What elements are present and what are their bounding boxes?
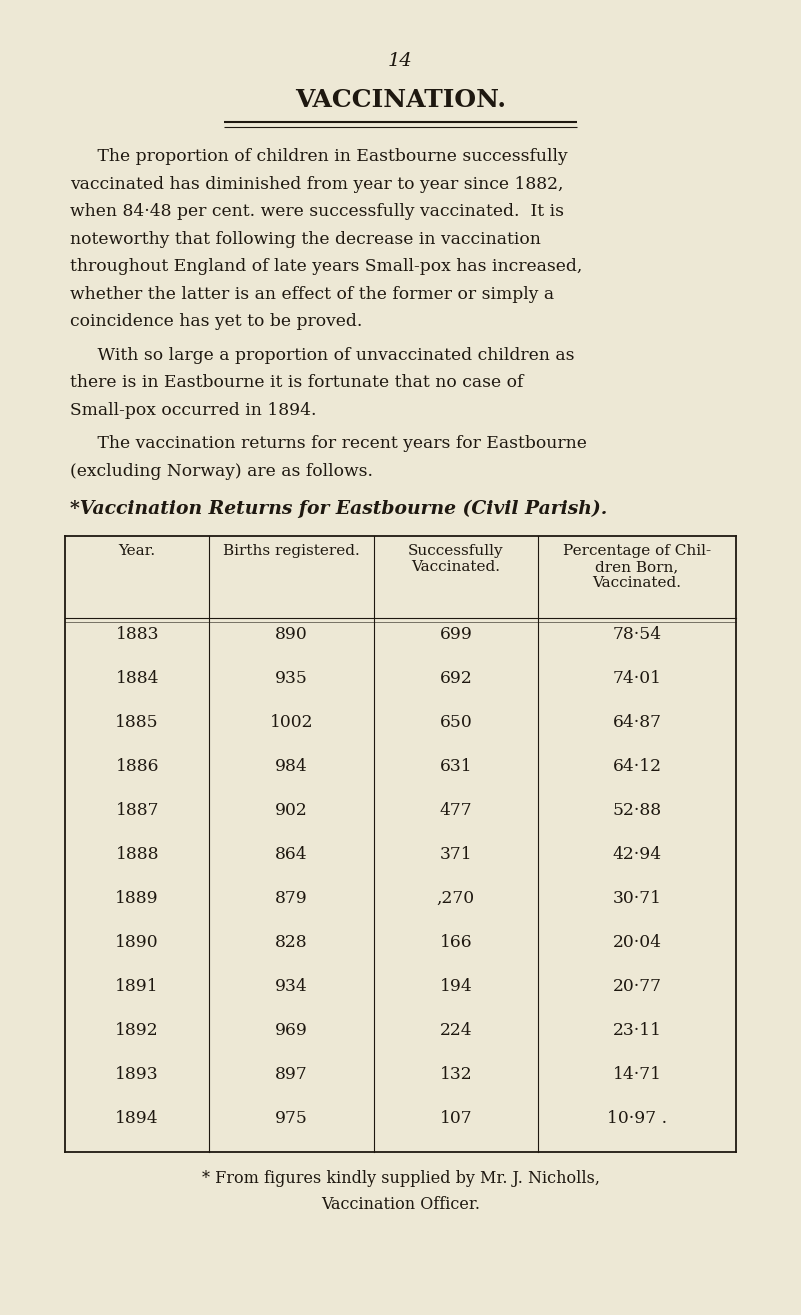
Text: 890: 890: [275, 626, 308, 643]
Text: 64·12: 64·12: [613, 757, 662, 775]
Text: 224: 224: [440, 1022, 472, 1039]
Text: 1885: 1885: [115, 714, 159, 731]
Text: Births registered.: Births registered.: [223, 544, 360, 558]
Text: 42·94: 42·94: [613, 846, 662, 863]
Text: 1884: 1884: [115, 671, 159, 686]
Text: 14: 14: [388, 53, 413, 70]
Text: With so large a proportion of unvaccinated children as: With so large a proportion of unvaccinat…: [70, 346, 574, 363]
Text: 1889: 1889: [115, 890, 159, 907]
Text: Vaccination Officer.: Vaccination Officer.: [321, 1197, 480, 1212]
Text: 699: 699: [440, 626, 473, 643]
Text: VACCINATION.: VACCINATION.: [295, 88, 506, 112]
Text: 984: 984: [275, 757, 308, 775]
Text: 64·87: 64·87: [613, 714, 662, 731]
Text: The proportion of children in Eastbourne successfully: The proportion of children in Eastbourne…: [70, 149, 568, 164]
Text: Small-pox occurred in 1894.: Small-pox occurred in 1894.: [70, 401, 316, 418]
Text: 969: 969: [275, 1022, 308, 1039]
Text: 30·71: 30·71: [613, 890, 662, 907]
Text: 879: 879: [275, 890, 308, 907]
Text: coincidence has yet to be proved.: coincidence has yet to be proved.: [70, 313, 362, 330]
Text: 477: 477: [440, 802, 472, 819]
Text: *Vaccination Returns for Eastbourne (Civil Parish).: *Vaccination Returns for Eastbourne (Civ…: [70, 500, 607, 518]
Text: 107: 107: [440, 1110, 472, 1127]
Text: 78·54: 78·54: [613, 626, 662, 643]
Text: * From figures kindly supplied by Mr. J. Nicholls,: * From figures kindly supplied by Mr. J.…: [202, 1170, 599, 1187]
Text: 828: 828: [276, 934, 308, 951]
Text: 1887: 1887: [115, 802, 159, 819]
Text: 1888: 1888: [115, 846, 159, 863]
Text: 74·01: 74·01: [613, 671, 662, 686]
Text: Year.: Year.: [119, 544, 155, 558]
Text: 10·97 .: 10·97 .: [607, 1110, 667, 1127]
Text: 975: 975: [275, 1110, 308, 1127]
Text: 902: 902: [275, 802, 308, 819]
Text: 1002: 1002: [270, 714, 313, 731]
Text: 52·88: 52·88: [613, 802, 662, 819]
Text: vaccinated has diminished from year to year since 1882,: vaccinated has diminished from year to y…: [70, 175, 563, 192]
Text: 20·77: 20·77: [613, 978, 662, 995]
Text: whether the latter is an effect of the former or simply a: whether the latter is an effect of the f…: [70, 285, 554, 302]
Text: 1890: 1890: [115, 934, 159, 951]
Text: 166: 166: [440, 934, 472, 951]
Text: 194: 194: [440, 978, 473, 995]
Text: throughout England of late years Small-pox has increased,: throughout England of late years Small-p…: [70, 258, 582, 275]
Text: 935: 935: [275, 671, 308, 686]
Text: 1894: 1894: [115, 1110, 159, 1127]
Text: 14·71: 14·71: [613, 1066, 662, 1084]
Text: 1893: 1893: [115, 1066, 159, 1084]
Text: Percentage of Chil-
dren Born,
Vaccinated.: Percentage of Chil- dren Born, Vaccinate…: [563, 544, 711, 590]
Text: 371: 371: [440, 846, 472, 863]
Text: 23·11: 23·11: [613, 1022, 662, 1039]
Text: 1886: 1886: [115, 757, 159, 775]
Text: noteworthy that following the decrease in vaccination: noteworthy that following the decrease i…: [70, 230, 541, 247]
Text: 1883: 1883: [115, 626, 159, 643]
Text: Successfully
Vaccinated.: Successfully Vaccinated.: [408, 544, 504, 575]
Text: 132: 132: [440, 1066, 472, 1084]
Text: The vaccination returns for recent years for Eastbourne: The vaccination returns for recent years…: [70, 435, 587, 452]
Text: 864: 864: [276, 846, 308, 863]
Text: 934: 934: [275, 978, 308, 995]
Text: (excluding Norway) are as follows.: (excluding Norway) are as follows.: [70, 463, 373, 480]
Text: 650: 650: [440, 714, 473, 731]
Text: 20·04: 20·04: [613, 934, 662, 951]
Text: 1892: 1892: [115, 1022, 159, 1039]
Text: 692: 692: [440, 671, 473, 686]
Text: 1891: 1891: [115, 978, 159, 995]
Text: when 84·48 per cent. were successfully vaccinated.  It is: when 84·48 per cent. were successfully v…: [70, 203, 564, 220]
Text: there is in Eastbourne it is fortunate that no case of: there is in Eastbourne it is fortunate t…: [70, 373, 523, 391]
Text: ,270: ,270: [437, 890, 475, 907]
Text: 631: 631: [440, 757, 472, 775]
Text: 897: 897: [275, 1066, 308, 1084]
